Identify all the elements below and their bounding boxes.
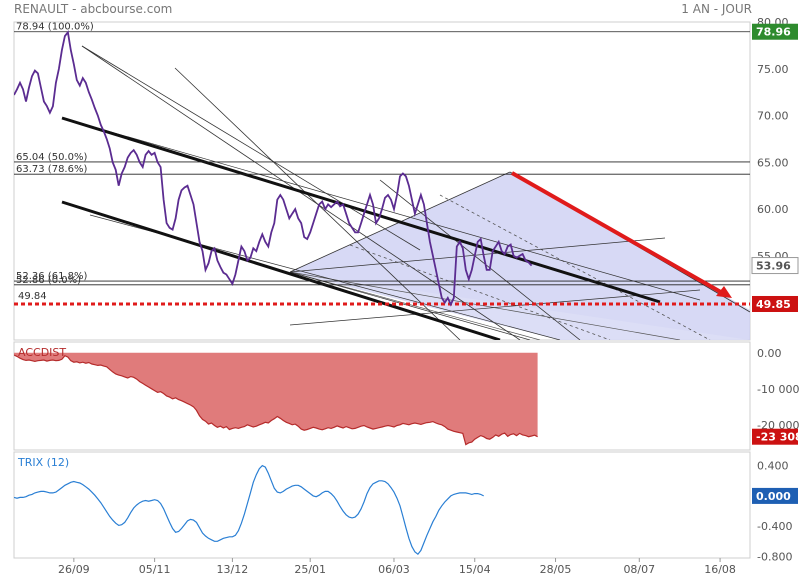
pitchfork-fill-inner bbox=[290, 272, 750, 340]
price-panel-frame bbox=[13, 21, 751, 341]
accdist-value-badge: -23 308 bbox=[756, 431, 800, 444]
thin-trend-1 bbox=[61, 117, 701, 301]
accdist-y-axis: 0.00 -10 000 -20 000 bbox=[757, 347, 799, 432]
x-tick-label: 16/08 bbox=[704, 563, 736, 576]
fib-level-label: 78.94 (100.0%) bbox=[16, 22, 94, 33]
trix-title: TRIX (12) bbox=[17, 456, 69, 469]
trix-y-tick: -0.800 bbox=[757, 550, 792, 563]
price-overlays bbox=[61, 45, 750, 340]
trix-line bbox=[14, 464, 484, 556]
x-tick-label: 08/07 bbox=[623, 563, 655, 576]
chart-period: 1 AN - JOUR bbox=[681, 2, 752, 16]
trix-panel-frame bbox=[13, 451, 751, 559]
x-tick-label: 25/01 bbox=[294, 563, 326, 576]
price-line bbox=[14, 30, 533, 307]
price-y-tick: 60.00 bbox=[757, 203, 789, 216]
accdist-y-tick: -10 000 bbox=[757, 383, 799, 396]
x-tick-label: 26/09 bbox=[58, 563, 90, 576]
x-tick-label: 05/11 bbox=[139, 563, 171, 576]
channel-upper bbox=[61, 116, 661, 304]
last-price-badge-bg bbox=[751, 257, 799, 275]
fib-level-label: 63.73 (78.6%) bbox=[16, 164, 87, 175]
max-value-badge: 78.96 bbox=[756, 26, 791, 39]
thin-trend-5 bbox=[289, 271, 531, 340]
pitchfork-fan-2 bbox=[289, 271, 541, 340]
trix-y-tick: 0.400 bbox=[757, 460, 789, 473]
fib-level-label: 52.86 (0.0%) bbox=[16, 275, 81, 286]
red-support-label: 49.84 bbox=[18, 291, 47, 302]
accdist-value-badge-bg bbox=[752, 428, 798, 445]
price-series bbox=[14, 30, 533, 307]
fan-line-2 bbox=[81, 45, 421, 251]
chart-title: RENAULT - abcbourse.com bbox=[14, 2, 173, 16]
accdist-title: ACCDIST bbox=[18, 346, 66, 359]
x-tick-label: 13/12 bbox=[217, 563, 249, 576]
trix-value-badge: 0.000 bbox=[756, 490, 791, 503]
accdist-y-tick: -20 000 bbox=[757, 419, 799, 432]
pitchfork-fan-1 bbox=[289, 271, 681, 340]
pitchfork-lower-tine bbox=[349, 244, 611, 340]
trix-value-badge-bg bbox=[752, 487, 798, 504]
channel-lower bbox=[61, 200, 501, 340]
accdist-area bbox=[14, 352, 538, 445]
x-tick-label: 28/05 bbox=[540, 563, 572, 576]
thin-trend-4 bbox=[289, 237, 666, 273]
x-axis: 26/09 05/11 13/12 25/01 06/03 15/04 28/05 08/07… bbox=[58, 558, 736, 576]
accdist-panel-frame bbox=[13, 341, 751, 451]
fan-line-3 bbox=[174, 67, 461, 340]
price-y-tick: 70.00 bbox=[757, 110, 789, 123]
support-value-badge: 49.85 bbox=[756, 298, 791, 311]
value-badges: 78.96 53.96 49.85 -23 308 0.000 bbox=[751, 23, 800, 504]
trix-y-tick: -0.400 bbox=[757, 520, 792, 533]
trix-series bbox=[14, 464, 484, 556]
red-downtrend-arrow bbox=[716, 286, 732, 298]
x-tick-label: 06/03 bbox=[378, 563, 410, 576]
red-downtrend-line bbox=[511, 171, 727, 297]
fib-level-label: 65.04 (50.0%) bbox=[16, 152, 87, 163]
max-value-badge-bg bbox=[752, 23, 798, 40]
price-levels: 78.94 (100.0%) 65.04 (50.0%)63.73 (78.6%)… bbox=[14, 22, 750, 306]
price-y-tick: 65.00 bbox=[757, 156, 789, 169]
price-y-tick: 75.00 bbox=[757, 63, 789, 76]
thin-trend-3 bbox=[289, 289, 701, 326]
accdist-line bbox=[14, 354, 538, 446]
last-price-badge: 53.96 bbox=[756, 260, 791, 273]
accdist-y-tick: 0.00 bbox=[757, 347, 782, 360]
support-value-badge-bg bbox=[752, 295, 798, 312]
trix-y-axis: 0.400 0.000 -0.400 -0.800 bbox=[757, 460, 792, 564]
x-tick-label: 15/04 bbox=[459, 563, 491, 576]
fib-level-label: 52.36 (61.8%) bbox=[16, 271, 87, 282]
accdist-series bbox=[14, 352, 538, 446]
